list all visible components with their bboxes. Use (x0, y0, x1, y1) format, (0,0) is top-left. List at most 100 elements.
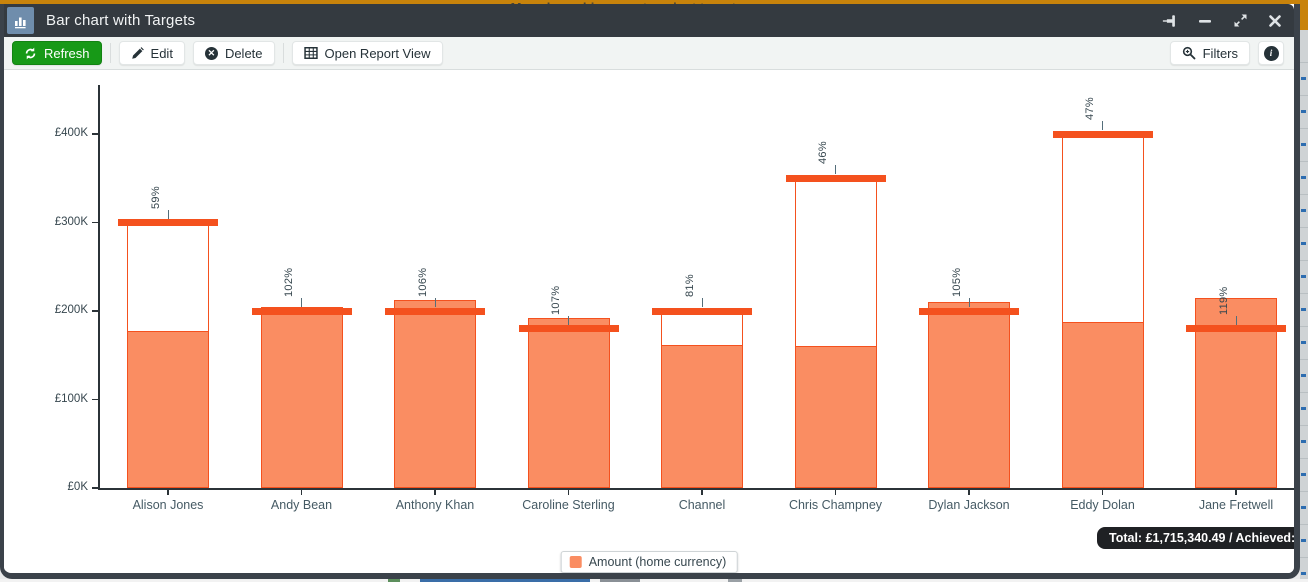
x-axis-category-label: Channel (678, 498, 726, 512)
amount-bar[interactable] (661, 344, 743, 488)
info-button[interactable]: i (1258, 41, 1284, 65)
open-report-view-button[interactable]: Open Report View (291, 41, 443, 65)
x-axis-category-label: Anthony Khan (395, 498, 475, 512)
edit-button[interactable]: Edit (118, 41, 185, 65)
y-axis-tick (92, 487, 98, 489)
percent-label-text: 119% (1217, 286, 1230, 315)
background-row (1300, 327, 1308, 360)
background-link-dash (1301, 110, 1306, 113)
target-line[interactable] (518, 325, 619, 333)
x-axis-tick (701, 490, 703, 495)
close-icon[interactable] (1266, 12, 1284, 30)
background-header-corner (1300, 0, 1308, 30)
background-row (1300, 459, 1308, 492)
target-line[interactable] (652, 307, 752, 315)
background-fragment (600, 579, 640, 582)
y-axis-tick (92, 310, 98, 312)
background-page-header-strip: My sales achievement against target summ… (0, 0, 1308, 4)
target-line[interactable] (785, 174, 886, 182)
pin-icon[interactable] (1161, 12, 1179, 30)
percent-connector (835, 165, 836, 175)
background-link-dash (1301, 407, 1306, 410)
percent-connector (568, 315, 569, 325)
percent-label-text: 105% (950, 267, 963, 297)
percent-label-text: 59% (149, 185, 162, 209)
target-line[interactable] (118, 219, 218, 226)
refresh-icon (25, 47, 36, 59)
background-page-bottom-sliver (0, 579, 1308, 582)
filters-button[interactable]: Filters (1169, 41, 1250, 65)
x-axis-tick (434, 490, 436, 495)
amount-bar[interactable] (928, 302, 1010, 488)
legend[interactable]: Amount (home currency) (560, 551, 738, 573)
background-row (1300, 228, 1308, 261)
refresh-label: Refresh (44, 45, 90, 61)
expand-icon[interactable] (1231, 12, 1249, 30)
background-link-dash (1301, 308, 1306, 311)
background-row (1300, 96, 1308, 129)
x-axis-category-label: Andy Bean (270, 498, 333, 512)
info-icon: i (1263, 45, 1279, 61)
y-axis-line (98, 85, 100, 489)
background-link-dash (1301, 440, 1306, 443)
x-axis-category-label: Eddy Dolan (1070, 498, 1135, 512)
background-link-dash (1301, 242, 1306, 245)
background-row (1300, 360, 1308, 393)
filters-label: Filters (1202, 45, 1238, 61)
toolbar-divider (282, 43, 284, 63)
delete-button[interactable]: ✕ Delete (192, 41, 275, 65)
percent-label-text: 81% (683, 274, 696, 297)
x-axis-tick (300, 490, 303, 495)
amount-bar[interactable] (527, 317, 610, 488)
edit-label: Edit (150, 45, 173, 61)
percent-label-text: 106% (416, 267, 429, 297)
percent-connector (301, 298, 302, 307)
background-link-dash (1301, 539, 1306, 542)
percent-label-text: 47% (1084, 97, 1096, 120)
percent-connector (1102, 121, 1103, 130)
background-link-dash (1301, 77, 1306, 80)
bar-chart-icon (7, 7, 34, 34)
target-line[interactable] (919, 307, 1019, 315)
y-axis-label: £300K (54, 215, 88, 228)
background-row (1300, 426, 1308, 459)
x-axis-tick (567, 490, 570, 495)
background-link-dash (1301, 506, 1306, 509)
y-axis-tick (92, 133, 98, 135)
table-icon (303, 47, 318, 59)
delete-label: Delete (224, 45, 263, 61)
target-line[interactable] (251, 307, 352, 315)
delete-circle-x-icon: ✕ (204, 46, 218, 60)
x-axis-tick (1235, 490, 1237, 495)
chart-widget-modal: Bar chart with Targets (0, 4, 1300, 579)
refresh-button[interactable]: Refresh (12, 41, 102, 65)
amount-bar[interactable] (794, 345, 877, 488)
percent-connector (434, 298, 436, 307)
y-axis-tick (92, 221, 98, 224)
y-axis-tick (92, 398, 98, 401)
background-link-dash (1301, 341, 1306, 344)
background-page-right-strip (1300, 0, 1308, 582)
open-report-view-label: Open Report View (324, 45, 431, 61)
amount-bar[interactable] (1061, 321, 1144, 488)
background-row (1300, 63, 1308, 96)
y-axis-label: £100K (54, 392, 88, 405)
background-row (1300, 129, 1308, 162)
x-axis-tick (834, 490, 837, 495)
target-line[interactable] (1186, 325, 1286, 333)
background-link-dash (1301, 572, 1306, 575)
amount-bar[interactable] (394, 300, 476, 488)
background-row (1300, 261, 1308, 294)
amount-bar[interactable] (260, 307, 343, 488)
background-link-dash (1301, 275, 1306, 278)
target-line[interactable] (385, 307, 485, 315)
background-row (1300, 558, 1308, 582)
y-axis-label: £200K (54, 304, 88, 316)
total-tooltip: Total: £1,715,340.49 / Achieved: 78 (1097, 527, 1294, 549)
target-line[interactable] (1052, 130, 1153, 138)
minimize-icon[interactable] (1196, 12, 1214, 30)
x-axis-tick (968, 490, 970, 495)
amount-bar[interactable] (127, 331, 209, 488)
titlebar: Bar chart with Targets (4, 4, 1294, 37)
percent-connector (968, 298, 970, 307)
